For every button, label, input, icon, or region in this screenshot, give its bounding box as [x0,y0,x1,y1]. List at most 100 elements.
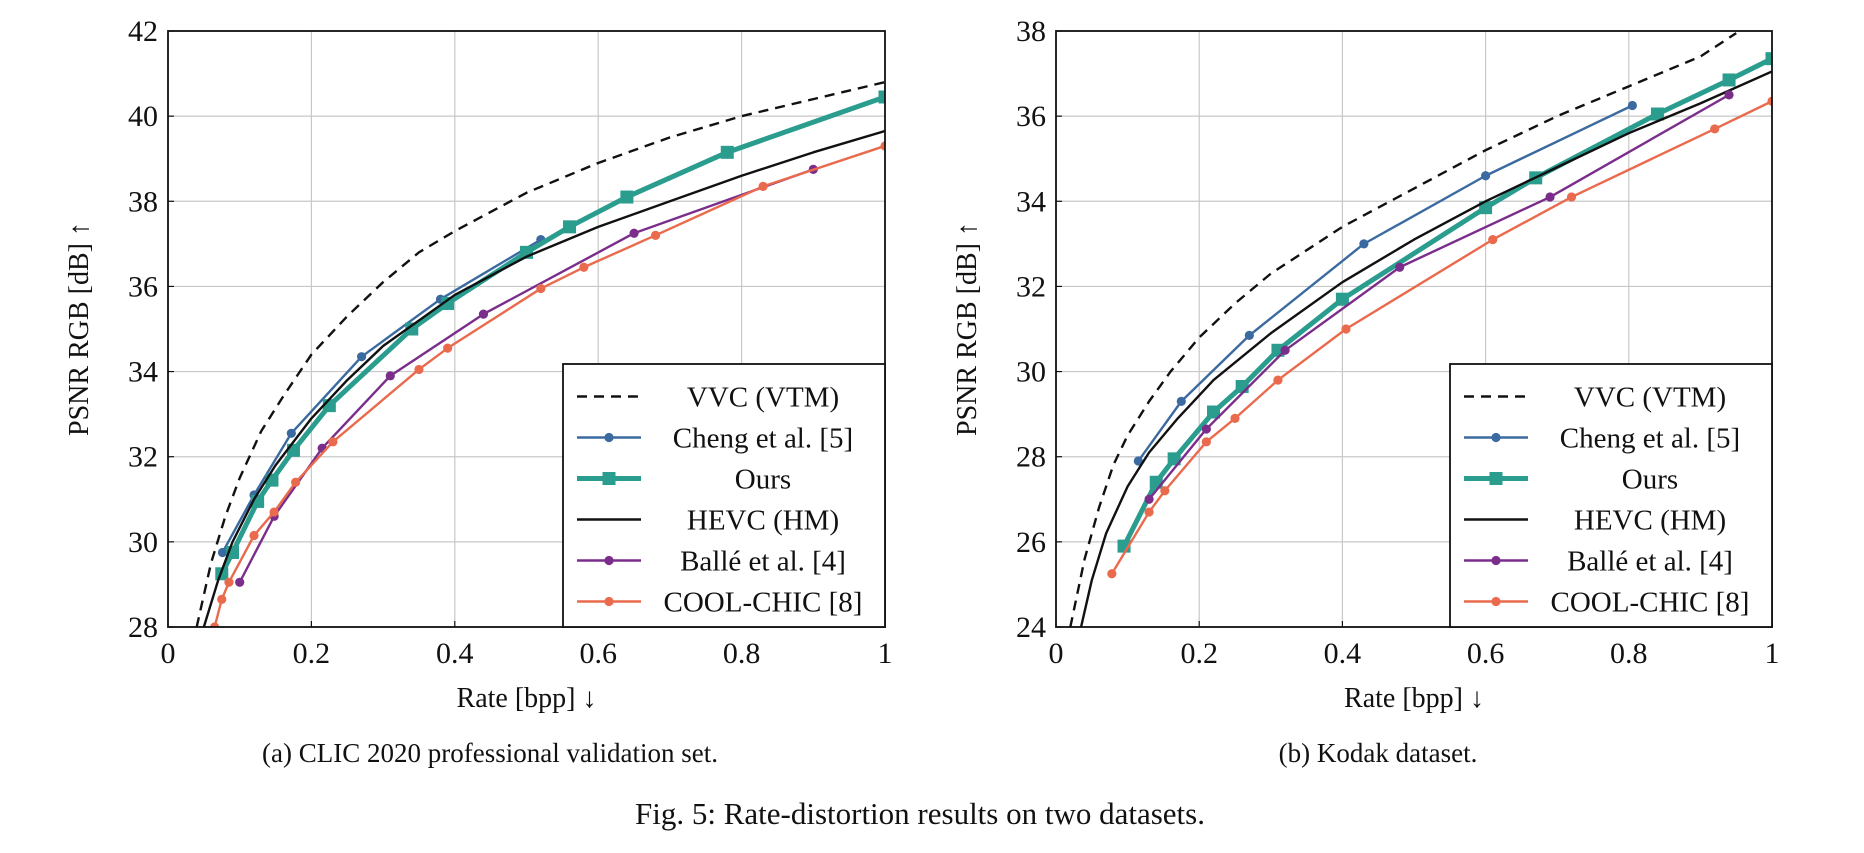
data-point-ball-et-al-4 [478,309,489,319]
legend-marker-cheng-et-al-5 [604,432,614,443]
x-tick-label: 0.8 [1610,637,1648,670]
data-point-ball-et-al-4 [1395,262,1405,272]
legend-label-cool-chic-8: COOL-CHIC [8] [664,587,863,619]
x-tick-label: 0.6 [1467,637,1505,670]
data-point-ball-et-al-4 [1201,424,1211,434]
series-line-vvc-vtm [1069,32,1737,627]
plot-area [195,80,885,627]
data-point-ball-et-al-4 [385,371,395,381]
y-tick-label: 30 [1016,356,1046,389]
legend-box [1449,363,1773,628]
figure-caption: Fig. 5: Rate-distortion results on two d… [635,796,1205,831]
data-point-cheng-et-al-5 [286,428,296,438]
data-point-cool-chic-8 [328,437,338,447]
legend-marker-cool-chic-8 [1491,596,1501,607]
data-point-cool-chic-8 [1566,192,1577,202]
data-point-cheng-et-al-5 [1133,456,1143,466]
data-point-ball-et-al-4 [1280,345,1290,355]
data-point-ball-et-al-4 [629,228,639,238]
x-tick-label: 0.4 [1324,637,1362,670]
data-point-cool-chic-8 [291,477,301,487]
legend: VVC (VTM) Cheng et al. [5] Ours HEVC (HM) Ba… [562,363,886,628]
data-point-cool-chic-8 [1201,437,1211,447]
x-tick-label: 0.6 [579,637,617,670]
y-axis-label: PSNR RGB [dB] ↑ [952,222,983,436]
x-axis-label: Rate [bpp] ↓ [1344,683,1484,714]
data-point-cool-chic-8 [217,594,227,604]
data-point-cool-chic-8 [249,530,259,541]
data-point-ours [1235,379,1249,393]
data-point-cool-chic-8 [1160,486,1170,496]
data-point-ours [405,322,419,336]
data-point-cool-chic-8 [880,141,885,151]
data-point-cool-chic-8 [536,283,546,294]
legend: VVC (VTM) Cheng et al. [5] Ours HEVC (HM) Ba… [1449,363,1773,628]
legend-label-ours: Ours [1622,464,1678,496]
y-tick-label: 34 [1016,185,1046,218]
data-point-cool-chic-8 [758,181,768,191]
y-tick-label: 28 [1016,441,1046,474]
y-tick-label: 34 [128,356,158,389]
data-point-cool-chic-8 [1710,124,1720,134]
data-point-ours [878,90,885,104]
data-point-cheng-et-al-5 [1627,100,1637,111]
y-tick-label: 38 [128,185,158,218]
series-line-vvc-vtm [195,80,885,627]
legend-label-vvc-vtm: VVC (VTM) [1574,382,1726,414]
y-tick-label: 36 [1016,100,1046,133]
legend-label-cheng-et-al-5: Cheng et al. [5] [673,423,853,455]
data-point-ball-et-al-4 [235,577,245,587]
data-point-cool-chic-8 [443,343,453,353]
legend-marker-ball-et-al-4 [1491,555,1501,566]
legend-label-ball-et-al-4: Ballé et al. [4] [680,546,846,578]
y-tick-label: 36 [128,270,158,303]
data-point-ball-et-al-4 [1545,192,1555,202]
series-line-cool-chic-8 [213,144,885,627]
series-line-hevc-hm [202,129,885,627]
chart-panel-clic: 0 0.2 0.4 0.6 0.8 1 28 30 32 34 36 38 40 42 Rate [bpp]… [64,15,893,714]
data-point-cool-chic-8 [650,230,661,240]
y-tick-label: 26 [1016,526,1046,559]
data-point-ball-et-al-4 [1144,494,1154,504]
y-tick-label: 42 [128,15,158,48]
legend-label-hevc-hm: HEVC (HM) [1574,505,1726,537]
subcaption-a: (a) CLIC 2020 professional validation se… [262,738,718,768]
series-line-cheng-et-al-5 [1137,104,1633,462]
data-point-cool-chic-8 [224,577,234,587]
axes-frame [167,30,886,628]
y-tick-label: 28 [128,611,158,644]
subcaption-b: (b) Kodak dataset. [1279,738,1478,768]
data-point-cheng-et-al-5 [356,352,367,362]
data-point-cheng-et-al-5 [1481,171,1491,181]
series-line-cheng-et-al-5 [221,238,542,554]
data-point-cool-chic-8 [1144,507,1154,517]
data-point-ours [620,190,634,204]
x-tick-label: 1 [878,637,893,670]
chart-panel-kodak: 0 0.2 0.4 0.6 0.8 1 24 26 28 30 32 34 36 38 Rate [bpp]… [952,15,1780,714]
data-point-ours [1207,405,1221,419]
data-point-ours [1650,107,1664,121]
data-point-cool-chic-8 [1767,96,1772,106]
x-tick-label: 0 [161,637,176,670]
legend-marker-ours [1489,472,1503,485]
legend-label-ball-et-al-4: Ballé et al. [4] [1567,546,1733,578]
data-point-ours [1722,73,1736,87]
data-point-cool-chic-8 [210,622,220,627]
legend-box [562,363,886,628]
y-tick-label: 32 [1016,270,1046,303]
y-tick-label: 40 [128,100,158,133]
y-tick-label: 32 [128,441,158,474]
data-point-ours [1167,452,1181,466]
y-tick-label: 24 [1016,611,1046,644]
legend-label-ours: Ours [735,464,791,496]
series-line-hevc-hm [1079,70,1772,627]
data-point-cheng-et-al-5 [1244,330,1254,340]
x-tick-label: 0.4 [436,637,474,670]
legend-label-cool-chic-8: COOL-CHIC [8] [1551,587,1750,619]
legend-marker-cheng-et-al-5 [1491,432,1501,443]
x-tick-label: 0 [1049,637,1064,670]
data-point-ball-et-al-4 [1724,90,1734,100]
data-point-cheng-et-al-5 [1176,396,1186,406]
